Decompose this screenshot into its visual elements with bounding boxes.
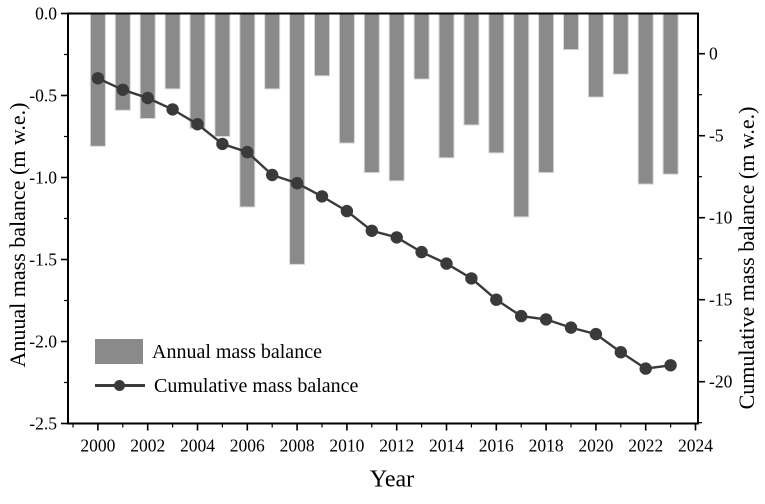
bar-annual-2012 — [388, 13, 405, 182]
cumulative-point-2006 — [241, 145, 254, 159]
legend-line-dot-swatch-icon — [95, 379, 145, 392]
bar-annual-2020 — [587, 13, 604, 98]
y-right-tick-label: -15 — [709, 290, 733, 310]
cumulative-point-2005 — [216, 137, 229, 151]
bar-annual-2022 — [637, 13, 654, 185]
cumulative-point-2022 — [639, 362, 652, 375]
bar-annual-2007 — [264, 13, 281, 90]
legend-item-cumulative: Cumulative mass balance — [95, 372, 358, 399]
bar-annual-2014 — [438, 13, 455, 159]
x-tick-label: 2016 — [479, 436, 514, 456]
bar-annual-2018 — [538, 13, 555, 174]
cumulative-line — [97, 77, 671, 370]
cumulative-point-2001 — [116, 83, 129, 97]
legend-item-annual: Annual mass balance — [95, 338, 358, 365]
cumulative-point-2020 — [589, 327, 603, 341]
bar-annual-2017 — [513, 13, 530, 218]
bar-annual-2004 — [189, 13, 206, 129]
cumulative-point-2000 — [91, 72, 105, 85]
x-tick-label: 2022 — [628, 436, 663, 456]
cumulative-point-2002 — [141, 91, 154, 105]
cumulative-point-2011 — [365, 224, 378, 237]
cumulative-point-2016 — [490, 293, 503, 306]
y-right-tick-label: 0 — [709, 44, 718, 64]
cumulative-point-2017 — [515, 309, 528, 323]
bar-annual-2010 — [338, 13, 355, 144]
cumulative-point-2003 — [166, 103, 179, 116]
x-tick-label: 2010 — [329, 436, 364, 456]
cumulative-point-2007 — [266, 168, 279, 182]
left-axis-title: Anuual mass balance (m w.e.) — [5, 102, 30, 368]
legend-dot-icon — [114, 380, 125, 391]
bar-annual-2019 — [563, 13, 579, 51]
cumulative-point-2004 — [191, 118, 204, 131]
cumulative-point-2014 — [440, 257, 453, 270]
bar-annual-2006 — [239, 13, 256, 208]
legend-label-annual: Annual mass balance — [152, 340, 322, 363]
bar-annual-2015 — [463, 13, 480, 126]
cumulative-point-2019 — [564, 321, 578, 334]
y-right-tick-label: -20 — [709, 372, 733, 392]
y-left-tick-label: 0.0 — [35, 4, 57, 24]
x-tick-label: 2002 — [130, 436, 165, 456]
y-left-tick-label: -2.5 — [29, 414, 57, 434]
bar-annual-2013 — [413, 13, 430, 80]
bar-annual-2008 — [289, 13, 306, 265]
x-tick-label: 2024 — [678, 436, 713, 456]
y-left-tick-label: -1.5 — [29, 250, 57, 270]
bar-annual-2021 — [612, 13, 629, 75]
bar-annual-2003 — [164, 13, 181, 90]
x-tick-label: 2006 — [230, 436, 265, 456]
y-left-tick-label: -0.5 — [29, 86, 57, 106]
x-tick-label: 2012 — [379, 436, 414, 456]
y-right-tick-label: -5 — [709, 126, 724, 146]
x-tick-label: 2018 — [529, 436, 564, 456]
y-right-tick-label: -10 — [709, 208, 733, 228]
bar-annual-2016 — [488, 13, 505, 154]
legend-label-cumulative: Cumulative mass balance — [154, 374, 359, 397]
cumulative-point-2021 — [614, 346, 627, 359]
cumulative-point-2012 — [390, 231, 403, 244]
cumulative-point-2013 — [415, 245, 428, 259]
cumulative-point-2010 — [340, 204, 354, 218]
x-tick-label: 2014 — [429, 436, 464, 456]
cumulative-point-2008 — [290, 177, 304, 190]
cumulative-point-2023 — [664, 359, 677, 372]
y-left-tick-label: -2.0 — [29, 332, 57, 352]
x-tick-label: 2020 — [578, 436, 613, 456]
bar-annual-2011 — [363, 13, 380, 174]
cumulative-point-2018 — [539, 313, 553, 326]
bar-annual-2005 — [214, 13, 231, 137]
x-tick-label: 2000 — [80, 436, 115, 456]
legend-bar-swatch-icon — [95, 339, 143, 364]
legend: Annual mass balance Cumulative mass bala… — [95, 338, 358, 406]
bar-annual-2023 — [662, 13, 679, 175]
bar-annual-2009 — [314, 13, 330, 77]
right-axis-title: Cumulative mass balance (m w.e.) — [734, 106, 759, 410]
x-axis-title: Year — [369, 466, 415, 493]
y-left-tick-label: -1.0 — [29, 168, 57, 188]
cumulative-point-2009 — [315, 190, 329, 203]
cumulative-point-2015 — [465, 272, 478, 285]
x-tick-label: 2004 — [180, 436, 215, 456]
x-tick-label: 2008 — [280, 436, 315, 456]
